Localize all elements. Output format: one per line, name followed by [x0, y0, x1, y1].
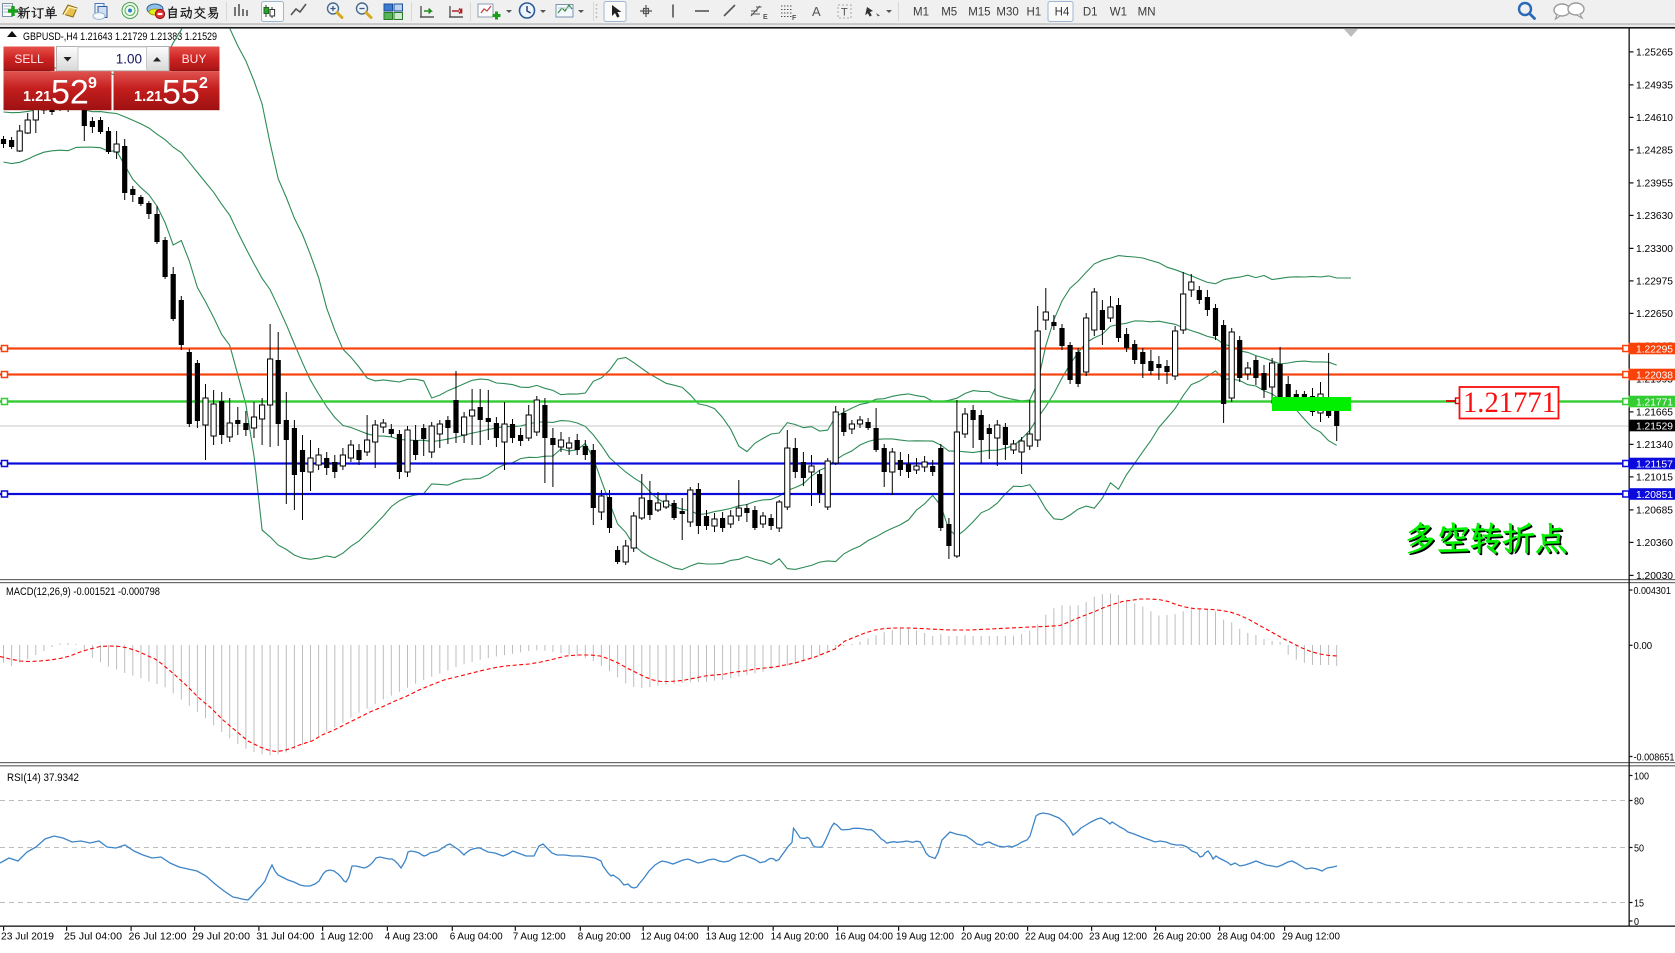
svg-text:RSI(14) 37.9342: RSI(14) 37.9342	[7, 772, 79, 784]
svg-text:23 Aug 12:00: 23 Aug 12:00	[1089, 932, 1147, 943]
svg-text:80: 80	[1634, 795, 1644, 807]
svg-text:26 Aug 20:00: 26 Aug 20:00	[1153, 932, 1211, 943]
svg-text:1.21015: 1.21015	[1636, 472, 1673, 484]
svg-text:31 Jul 04:00: 31 Jul 04:00	[256, 932, 314, 943]
svg-text:SELL: SELL	[14, 52, 44, 66]
svg-text:14 Aug 20:00: 14 Aug 20:00	[771, 932, 829, 943]
svg-text:M5: M5	[941, 7, 957, 19]
svg-text:M15: M15	[968, 7, 990, 19]
svg-text:T: T	[841, 7, 848, 19]
svg-text:9: 9	[88, 75, 97, 92]
svg-text:1.21340: 1.21340	[1636, 439, 1673, 451]
svg-text:6 Aug 04:00: 6 Aug 04:00	[450, 932, 503, 943]
svg-text:13 Aug 12:00: 13 Aug 12:00	[706, 932, 764, 943]
svg-text:1.20030: 1.20030	[1636, 570, 1673, 582]
svg-text:1.21771: 1.21771	[1636, 396, 1673, 408]
svg-text:1.25265: 1.25265	[1636, 47, 1673, 59]
svg-text:23 Jul 2019: 23 Jul 2019	[1, 932, 54, 943]
svg-text:1.00: 1.00	[116, 52, 142, 67]
svg-text:1.20360: 1.20360	[1636, 537, 1673, 549]
svg-text:29 Aug 12:00: 29 Aug 12:00	[1282, 932, 1340, 943]
svg-text:15: 15	[1634, 897, 1644, 909]
svg-text:22 Aug 04:00: 22 Aug 04:00	[1025, 932, 1083, 943]
svg-text:1.21529: 1.21529	[1636, 420, 1673, 432]
svg-text:29 Jul 20:00: 29 Jul 20:00	[192, 932, 250, 943]
svg-text:4 Aug 23:00: 4 Aug 23:00	[385, 932, 438, 943]
svg-text:1.23630: 1.23630	[1636, 210, 1673, 222]
svg-text:8 Aug 20:00: 8 Aug 20:00	[578, 932, 631, 943]
svg-text:GBPUSD-,H4 1.21643 1.21729 1.: GBPUSD-,H4 1.21643 1.21729 1.21383 1.215…	[23, 31, 217, 43]
svg-text:1.24610: 1.24610	[1636, 112, 1673, 124]
svg-text:W1: W1	[1110, 7, 1127, 19]
svg-text:A: A	[812, 4, 821, 19]
svg-text:26 Jul 12:00: 26 Jul 12:00	[129, 932, 187, 943]
svg-text:2: 2	[199, 75, 208, 92]
svg-text:0.004301: 0.004301	[1634, 585, 1671, 597]
svg-text:1.21771: 1.21771	[1463, 386, 1556, 419]
svg-text:1.23955: 1.23955	[1636, 178, 1673, 190]
svg-text:12 Aug 04:00: 12 Aug 04:00	[641, 932, 699, 943]
svg-text:1.22038: 1.22038	[1636, 369, 1673, 381]
svg-text:1.23300: 1.23300	[1636, 243, 1673, 255]
svg-text:1.21665: 1.21665	[1636, 407, 1673, 419]
svg-text:1.20851: 1.20851	[1636, 489, 1673, 501]
svg-text:M30: M30	[996, 7, 1018, 19]
svg-text:1.22650: 1.22650	[1636, 308, 1673, 320]
svg-text:M1: M1	[913, 7, 929, 19]
svg-text:F: F	[792, 15, 797, 22]
svg-text:1.24285: 1.24285	[1636, 145, 1673, 157]
svg-text:1.24935: 1.24935	[1636, 80, 1673, 92]
svg-text:H4: H4	[1055, 7, 1070, 19]
svg-text:1.21: 1.21	[134, 89, 162, 105]
svg-text:0.00: 0.00	[1634, 640, 1653, 652]
svg-text:100: 100	[1634, 770, 1649, 782]
svg-text:1.22295: 1.22295	[1636, 343, 1673, 355]
svg-text:E: E	[763, 14, 768, 21]
svg-text:19 Aug 12:00: 19 Aug 12:00	[896, 932, 954, 943]
svg-text:H1: H1	[1026, 7, 1041, 19]
svg-text:1.22975: 1.22975	[1636, 276, 1673, 288]
svg-text:28 Aug 04:00: 28 Aug 04:00	[1217, 932, 1275, 943]
svg-text:7 Aug 12:00: 7 Aug 12:00	[513, 932, 566, 943]
svg-text:MN: MN	[1138, 7, 1156, 19]
svg-text:-0.008651: -0.008651	[1634, 751, 1675, 763]
svg-text:D1: D1	[1083, 7, 1098, 19]
svg-text:20 Aug 20:00: 20 Aug 20:00	[961, 932, 1019, 943]
svg-text:1.21157: 1.21157	[1636, 458, 1673, 470]
svg-text:1.20685: 1.20685	[1636, 505, 1673, 517]
svg-text:55: 55	[162, 74, 200, 112]
svg-text:MACD(12,26,9) -0.001521 -0.000: MACD(12,26,9) -0.001521 -0.000798	[6, 586, 160, 598]
svg-text:16 Aug 04:00: 16 Aug 04:00	[835, 932, 893, 943]
svg-text:BUY: BUY	[182, 52, 207, 66]
svg-text:0: 0	[1634, 916, 1639, 928]
svg-text:25 Jul 04:00: 25 Jul 04:00	[64, 932, 122, 943]
svg-text:1.21: 1.21	[23, 89, 51, 105]
svg-text:1 Aug 12:00: 1 Aug 12:00	[320, 932, 373, 943]
svg-text:50: 50	[1634, 842, 1644, 854]
svg-text:52: 52	[51, 74, 89, 112]
